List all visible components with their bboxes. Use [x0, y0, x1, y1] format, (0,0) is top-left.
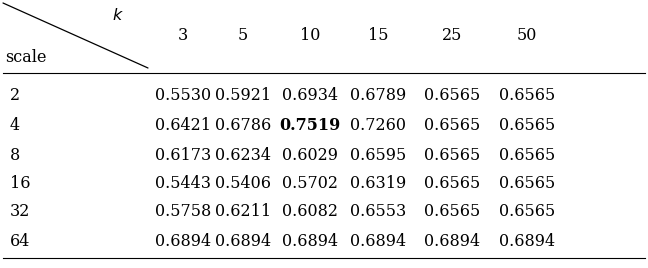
Text: 5: 5 [238, 27, 248, 43]
Text: 0.6319: 0.6319 [350, 174, 406, 192]
Text: 0.6894: 0.6894 [424, 233, 480, 251]
Text: 0.7519: 0.7519 [279, 117, 341, 133]
Text: 0.6082: 0.6082 [282, 203, 338, 221]
Text: 4: 4 [10, 117, 20, 133]
Text: 0.5443: 0.5443 [155, 174, 211, 192]
Text: 0.6786: 0.6786 [215, 117, 271, 133]
Text: 50: 50 [517, 27, 537, 43]
Text: 8: 8 [10, 147, 20, 163]
Text: 64: 64 [10, 233, 30, 251]
Text: 0.5406: 0.5406 [215, 174, 271, 192]
Text: 0.6029: 0.6029 [282, 147, 338, 163]
Text: 0.6595: 0.6595 [350, 147, 406, 163]
Text: 10: 10 [300, 27, 320, 43]
Text: 0.6565: 0.6565 [424, 203, 480, 221]
Text: 0.6565: 0.6565 [499, 87, 555, 103]
Text: 0.6173: 0.6173 [155, 147, 211, 163]
Text: 0.6565: 0.6565 [499, 174, 555, 192]
Text: 0.6565: 0.6565 [499, 117, 555, 133]
Text: 0.6934: 0.6934 [282, 87, 338, 103]
Text: 0.5758: 0.5758 [155, 203, 211, 221]
Text: 0.5921: 0.5921 [215, 87, 271, 103]
Text: 15: 15 [368, 27, 388, 43]
Text: 0.6565: 0.6565 [424, 174, 480, 192]
Text: 0.6421: 0.6421 [155, 117, 211, 133]
Text: 0.6565: 0.6565 [499, 203, 555, 221]
Text: 0.5530: 0.5530 [155, 87, 211, 103]
Text: $k$: $k$ [112, 6, 124, 24]
Text: 0.6565: 0.6565 [424, 147, 480, 163]
Text: 25: 25 [442, 27, 462, 43]
Text: scale: scale [5, 49, 47, 65]
Text: 0.6894: 0.6894 [499, 233, 555, 251]
Text: 0.6894: 0.6894 [215, 233, 271, 251]
Text: 0.6565: 0.6565 [424, 117, 480, 133]
Text: 0.6894: 0.6894 [155, 233, 211, 251]
Text: 0.6565: 0.6565 [424, 87, 480, 103]
Text: 0.6553: 0.6553 [350, 203, 406, 221]
Text: 0.6894: 0.6894 [350, 233, 406, 251]
Text: 32: 32 [10, 203, 30, 221]
Text: 0.6211: 0.6211 [215, 203, 271, 221]
Text: 0.6789: 0.6789 [350, 87, 406, 103]
Text: 0.6565: 0.6565 [499, 147, 555, 163]
Text: 2: 2 [10, 87, 20, 103]
Text: 16: 16 [10, 174, 30, 192]
Text: 0.6894: 0.6894 [282, 233, 338, 251]
Text: 3: 3 [178, 27, 188, 43]
Text: 0.7260: 0.7260 [350, 117, 406, 133]
Text: 0.5702: 0.5702 [282, 174, 338, 192]
Text: 0.6234: 0.6234 [215, 147, 271, 163]
